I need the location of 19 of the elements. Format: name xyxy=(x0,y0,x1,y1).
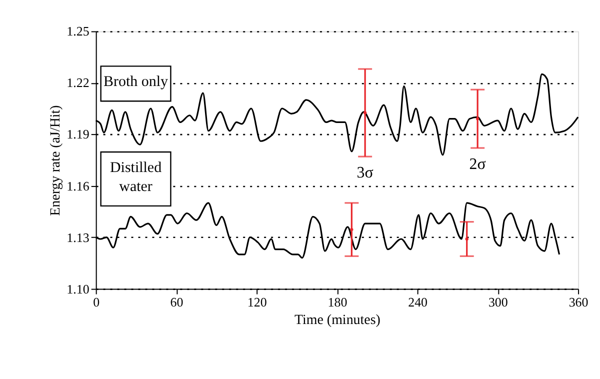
annotation: 2σ xyxy=(469,156,486,173)
series-label: Broth only xyxy=(104,74,169,90)
x-tick-label: 0 xyxy=(93,294,100,310)
y-tick-label: 1.19 xyxy=(66,126,90,142)
x-tick-label: 240 xyxy=(408,294,428,310)
x-tick-label: 60 xyxy=(170,294,184,310)
y-tick-label: 1.13 xyxy=(66,230,90,245)
x-tick-label: 180 xyxy=(328,294,348,310)
y-axis-title: Energy rate (aJ/Hit) xyxy=(48,104,64,216)
series-label: Distilled water xyxy=(110,160,162,195)
y-tick-label: 1.25 xyxy=(66,24,90,39)
y-tick-label: 1.22 xyxy=(66,75,90,90)
x-tick-label: 120 xyxy=(247,294,267,310)
x-tick-label: 300 xyxy=(488,294,508,310)
annotation: 3σ xyxy=(356,164,374,182)
y-tick-label: 1.16 xyxy=(66,178,90,194)
y-tick-label: 1.10 xyxy=(66,281,90,296)
x-axis-title: Time (minutes) xyxy=(294,313,381,328)
x-tick-label: 360 xyxy=(568,294,588,310)
